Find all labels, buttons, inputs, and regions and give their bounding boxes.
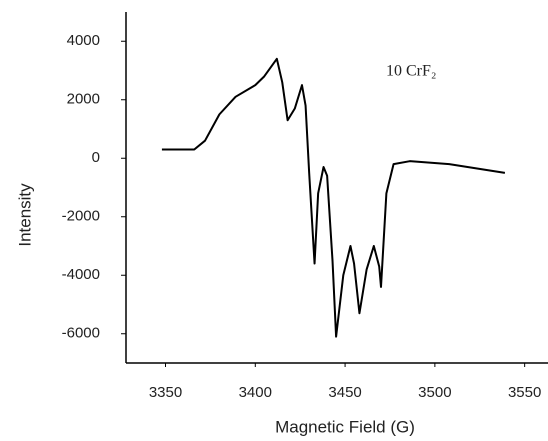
y-tick-label: 2000 [67, 91, 100, 108]
x-tick-label: 3350 [149, 384, 182, 401]
line-series [161, 57, 506, 338]
y-axis-label: Intensity [15, 183, 34, 247]
x-tick-label: 3400 [239, 384, 272, 401]
y-tick-label: 4000 [67, 32, 100, 49]
y-tick-label: -4000 [62, 266, 100, 283]
y-tick-label: 0 [92, 149, 100, 166]
annotation: 10 CrF₂ [386, 63, 436, 80]
x-tick-label: 3550 [508, 384, 541, 401]
y-tick-label: -2000 [62, 208, 100, 225]
y-tick-label: -6000 [62, 325, 100, 342]
x-tick-label: 3450 [328, 384, 361, 401]
x-tick-label: 3500 [418, 384, 451, 401]
x-axis-label: Magnetic Field (G) [275, 417, 415, 436]
